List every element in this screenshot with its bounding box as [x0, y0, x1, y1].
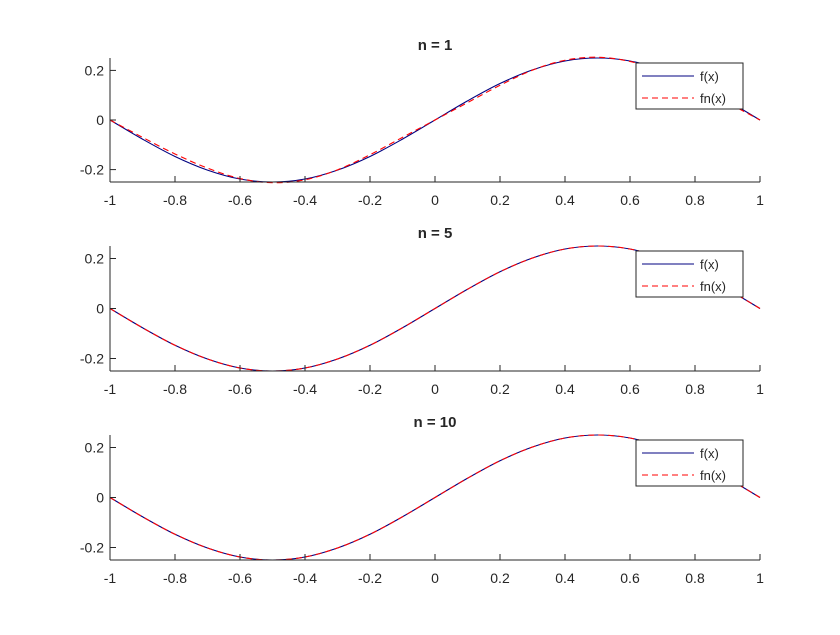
x-tick-label: 1: [756, 570, 764, 586]
x-tick-label: -0.8: [163, 192, 187, 208]
x-tick-label: 0.8: [685, 192, 705, 208]
legend-label: f(x): [700, 446, 719, 461]
legend-box: [635, 62, 744, 110]
x-tick-label: -0.4: [293, 570, 317, 586]
x-tick-label: -0.6: [228, 381, 252, 397]
x-tick-label: -1: [104, 192, 117, 208]
x-tick-label: 0: [431, 381, 439, 397]
subplot-title: n = 10: [414, 414, 457, 431]
legend: f(x) fn(x): [635, 250, 744, 298]
x-tick-label: 0.2: [490, 570, 510, 586]
subplot-1: n = 1 -1 -0.8 -0.6 -0.4 -0.2 0 0.2 0.4 0.6 0.8 1 -0.…: [80, 37, 764, 208]
y-tick-label: 0.2: [85, 440, 105, 456]
x-tick-label: 0.8: [685, 381, 705, 397]
y-tick-label: 0.2: [85, 251, 105, 267]
x-tick-label: 0.4: [555, 192, 575, 208]
legend-label: f(x): [700, 257, 719, 272]
y-tick-label: -0.2: [80, 162, 104, 178]
y-tick-label: 0: [96, 112, 104, 128]
x-tick-label: -1: [104, 570, 117, 586]
subplot-3: n = 10 -1 -0.8 -0.6 -0.4 -0.2 0 0.2 0.4 0.6 0.8 1 -0…: [80, 414, 764, 586]
x-tick-label: 0.2: [490, 381, 510, 397]
x-tick-label: -0.6: [228, 570, 252, 586]
subplot-title: n = 1: [418, 37, 453, 54]
x-tick-label: 0: [431, 570, 439, 586]
legend: f(x) fn(x): [635, 439, 744, 487]
x-tick-label: -0.8: [163, 381, 187, 397]
x-tick-label: -0.8: [163, 570, 187, 586]
x-tick-label: 0.4: [555, 570, 575, 586]
y-tick-label: 0.2: [85, 62, 105, 78]
x-tick-label: 0.6: [620, 192, 640, 208]
x-tick-label: 0.6: [620, 381, 640, 397]
subplot-title: n = 5: [418, 225, 453, 242]
x-tick-label: -0.4: [293, 381, 317, 397]
y-tick-label: -0.2: [80, 351, 104, 367]
y-tick-label: -0.2: [80, 540, 104, 556]
legend-box: [635, 439, 744, 487]
x-tick-label: -0.2: [358, 381, 382, 397]
x-tick-label: 0.2: [490, 192, 510, 208]
subplot-2: n = 5 -1 -0.8 -0.6 -0.4 -0.2 0 0.2 0.4 0.6 0.8 1 -0.…: [80, 225, 764, 397]
legend-label: f(x): [700, 69, 719, 84]
legend: f(x) fn(x): [635, 62, 744, 110]
legend-label: fn(x): [700, 279, 726, 294]
x-tick-label: 0.6: [620, 570, 640, 586]
x-tick-label: 0: [431, 192, 439, 208]
y-tick-label: 0: [96, 301, 104, 317]
x-tick-label: 1: [756, 381, 764, 397]
x-tick-label: 0.8: [685, 570, 705, 586]
legend-label: fn(x): [700, 468, 726, 483]
x-tick-label: 1: [756, 192, 764, 208]
y-tick-label: 0: [96, 490, 104, 506]
legend-box: [635, 250, 744, 298]
x-tick-label: 0.4: [555, 381, 575, 397]
x-tick-label: -0.2: [358, 192, 382, 208]
x-tick-label: -1: [104, 381, 117, 397]
x-tick-label: -0.4: [293, 192, 317, 208]
legend-label: fn(x): [700, 91, 726, 106]
x-tick-label: -0.6: [228, 192, 252, 208]
x-tick-label: -0.2: [358, 570, 382, 586]
